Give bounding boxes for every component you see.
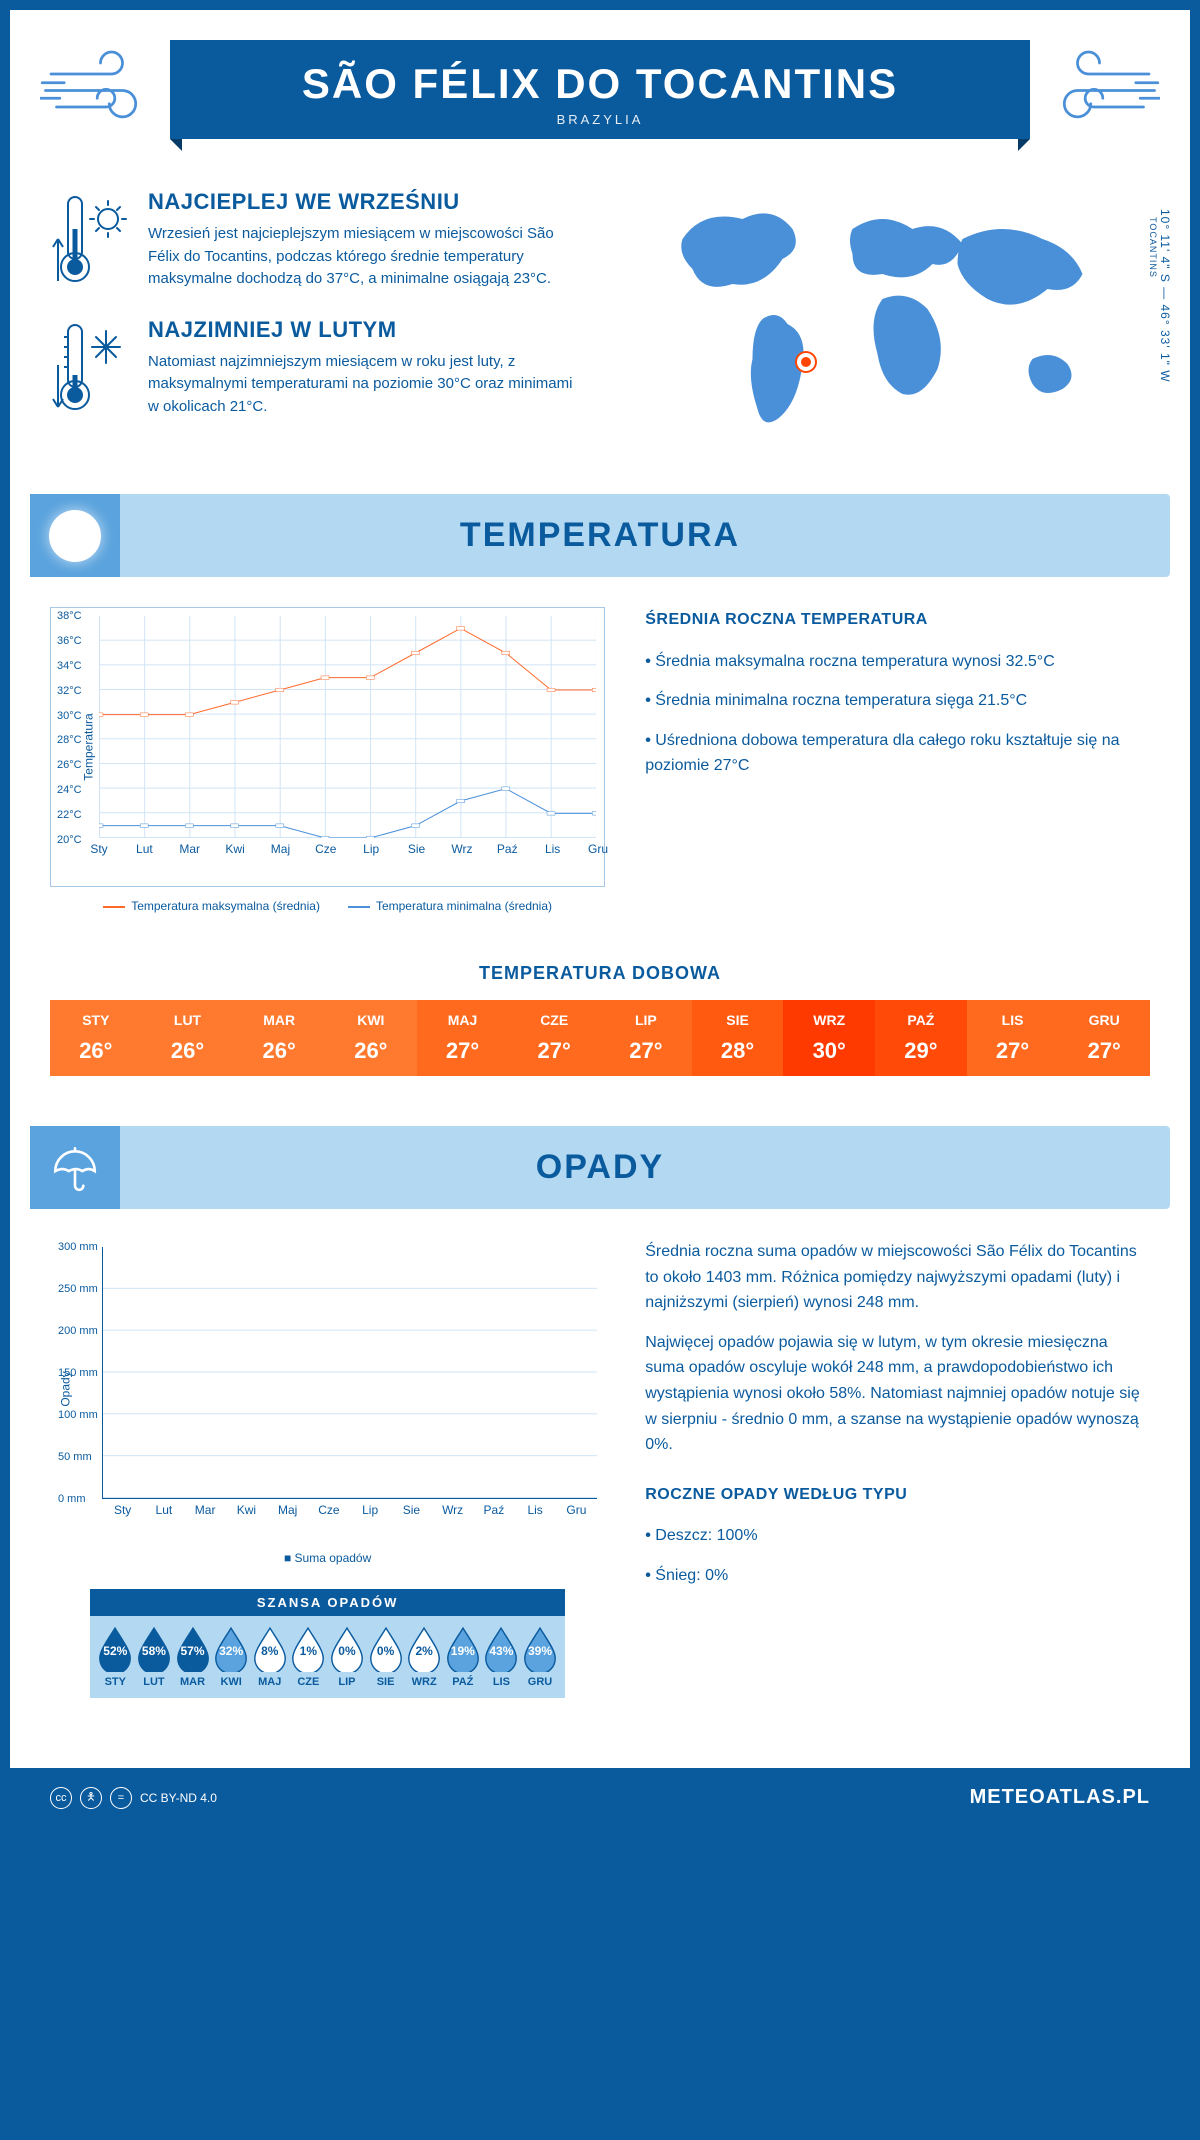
temperature-summary: ŚREDNIA ROCZNA TEMPERATURA Średnia maksy… [645, 607, 1150, 913]
daily-temp-cell: WRZ30° [783, 1000, 875, 1076]
summary-heading: ŚREDNIA ROCZNA TEMPERATURA [645, 607, 1150, 633]
daily-temp-cell: MAR26° [233, 1000, 325, 1076]
summary-bullet: Średnia minimalna roczna temperatura się… [645, 688, 1150, 714]
footer: cc 🯅 = CC BY-ND 4.0 METEOATLAS.PL [10, 1768, 1190, 1827]
summary-bullet: Średnia maksymalna roczna temperatura wy… [645, 649, 1150, 675]
header: SÃO FÉLIX DO TOCANTINS BRAZYLIA [10, 10, 1190, 159]
bar-legend: Suma opadów [50, 1551, 605, 1565]
chance-title: SZANSA OPADÓW [90, 1589, 565, 1616]
rain-type-bullet: Śnieg: 0% [645, 1563, 1150, 1589]
hottest-text: Wrzesień jest najcieplejszym miesiącem w… [148, 223, 585, 291]
daily-temp-cell: KWI26° [325, 1000, 417, 1076]
coldest-block: NAJZIMNIEJ W LUTYM Natomiast najzimniejs… [50, 317, 585, 419]
summary-bullet: Uśredniona dobowa temperatura dla całego… [645, 728, 1150, 779]
cc-icon: cc [50, 1787, 72, 1809]
coldest-heading: NAJZIMNIEJ W LUTYM [148, 317, 585, 343]
daily-temp-cell: GRU27° [1058, 1000, 1150, 1076]
brand: METEOATLAS.PL [970, 1786, 1150, 1809]
wind-icon [40, 40, 150, 130]
chart-legend: Temperatura maksymalna (średnia) Tempera… [50, 899, 605, 913]
coldest-text: Natomiast najzimniejszym miesiącem w rok… [148, 351, 585, 419]
world-map: 10° 11' 4" S — 46° 33' 1" W TOCANTINS [615, 189, 1150, 454]
rain-chance-cell: 8%MAJ [250, 1626, 289, 1688]
rain-bar-chart: Opady 0 mm50 mm100 mm150 mm200 mm250 mm3… [50, 1239, 605, 1738]
rain-chance-cell: 0%SIE [366, 1626, 405, 1688]
temperature-section-header: TEMPERATURA [30, 494, 1170, 577]
thermometer-hot-icon [50, 189, 130, 289]
hottest-heading: NAJCIEPLEJ WE WRZEŚNIU [148, 189, 585, 215]
by-icon: 🯅 [80, 1787, 102, 1809]
rain-chance-cell: 43%LIS [482, 1626, 521, 1688]
hottest-block: NAJCIEPLEJ WE WRZEŚNIU Wrzesień jest naj… [50, 189, 585, 291]
rain-chance-cell: 52%STY [96, 1626, 135, 1688]
temperature-line-chart: Temperatura 20°C22°C24°C26°C28°C30°C32°C… [50, 607, 605, 913]
daily-temp-cell: LUT26° [142, 1000, 234, 1076]
nd-icon: = [110, 1787, 132, 1809]
rain-type-heading: ROCZNE OPADY WEDŁUG TYPU [645, 1482, 1150, 1508]
rain-summary: Średnia roczna suma opadów w miejscowośc… [645, 1239, 1150, 1738]
rain-chance-strip: SZANSA OPADÓW 52%STY58%LUT57%MAR32%KWI8%… [90, 1589, 565, 1698]
rain-chance-cell: 0%LIP [328, 1626, 367, 1688]
rain-type-bullet: Deszcz: 100% [645, 1523, 1150, 1549]
rain-chance-cell: 57%MAR [173, 1626, 212, 1688]
intro-section: NAJCIEPLEJ WE WRZEŚNIU Wrzesień jest naj… [10, 159, 1190, 494]
rain-chance-cell: 39%GRU [521, 1626, 560, 1688]
daily-temp-cell: STY26° [50, 1000, 142, 1076]
rain-text-1: Średnia roczna suma opadów w miejscowośc… [645, 1239, 1150, 1316]
coordinates: 10° 11' 4" S — 46° 33' 1" W TOCANTINS [1148, 209, 1172, 383]
wind-icon [1050, 40, 1160, 130]
daily-temp-cell: MAJ27° [417, 1000, 509, 1076]
umbrella-icon [30, 1126, 120, 1209]
legend-min: Temperatura minimalna (średnia) [348, 899, 552, 913]
chart-ylabel: Temperatura [82, 713, 96, 780]
rain-chance-cell: 58%LUT [135, 1626, 174, 1688]
daily-temp-table: STY26°LUT26°MAR26°KWI26°MAJ27°CZE27°LIP2… [50, 1000, 1150, 1076]
license: cc 🯅 = CC BY-ND 4.0 [50, 1787, 217, 1809]
daily-temp-cell: LIS27° [967, 1000, 1059, 1076]
rain-chance-cell: 32%KWI [212, 1626, 251, 1688]
title-banner: SÃO FÉLIX DO TOCANTINS BRAZYLIA [170, 40, 1030, 139]
daily-temp-title: TEMPERATURA DOBOWA [10, 963, 1190, 984]
rain-chance-cell: 1%CZE [289, 1626, 328, 1688]
rain-chance-cell: 19%PAŹ [443, 1626, 482, 1688]
daily-temp-cell: CZE27° [508, 1000, 600, 1076]
rain-chance-cell: 2%WRZ [405, 1626, 444, 1688]
sun-icon [30, 494, 120, 577]
subtitle: BRAZYLIA [200, 112, 1000, 127]
page-title: SÃO FÉLIX DO TOCANTINS [200, 60, 1000, 108]
daily-temp-cell: PAŹ29° [875, 1000, 967, 1076]
legend-max: Temperatura maksymalna (średnia) [103, 899, 320, 913]
daily-temp-cell: SIE28° [692, 1000, 784, 1076]
rain-text-2: Najwięcej opadów pojawia się w lutym, w … [645, 1330, 1150, 1458]
world-map-svg [615, 189, 1150, 449]
rain-section-header: OPADY [30, 1126, 1170, 1209]
thermometer-cold-icon [50, 317, 130, 417]
daily-temp-cell: LIP27° [600, 1000, 692, 1076]
